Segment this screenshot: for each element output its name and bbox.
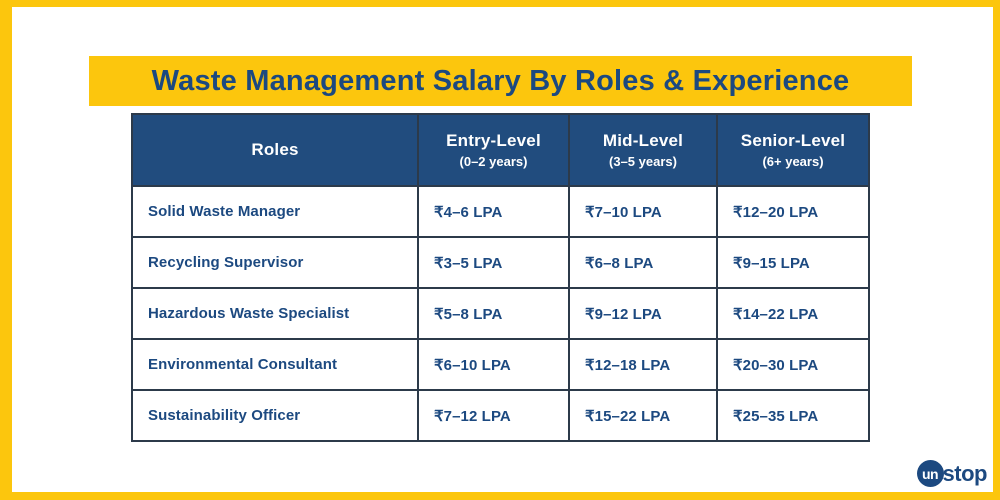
mid-salary-cell: ₹12–18 LPA (568, 338, 718, 391)
role-cell: Environmental Consultant (131, 338, 419, 391)
senior-salary-cell: ₹25–35 LPA (716, 389, 870, 442)
column-header-mid-level: Mid-Level (3–5 years) (568, 113, 718, 187)
entry-salary-cell: ₹4–6 LPA (417, 185, 570, 238)
mid-salary-cell: ₹7–10 LPA (568, 185, 718, 238)
table-row: Environmental Consultant ₹6–10 LPA ₹12–1… (131, 338, 870, 391)
column-header-entry-level: Entry-Level (0–2 years) (417, 113, 570, 187)
header-row: Roles Entry-Level (0–2 years) Mid-Level … (131, 113, 870, 187)
senior-salary-cell: ₹12–20 LPA (716, 185, 870, 238)
unstop-logo-circle: un (916, 460, 944, 487)
mid-salary-cell: ₹9–12 LPA (568, 287, 718, 340)
senior-salary-cell: ₹14–22 LPA (716, 287, 870, 340)
mid-salary-cell: ₹15–22 LPA (568, 389, 718, 442)
senior-salary-cell: ₹9–15 LPA (716, 236, 870, 289)
page-title: Waste Management Salary By Roles & Exper… (151, 64, 850, 97)
entry-salary-cell: ₹7–12 LPA (417, 389, 570, 442)
salary-table: Roles Entry-Level (0–2 years) Mid-Level … (131, 113, 870, 442)
entry-salary-cell: ₹3–5 LPA (417, 236, 570, 289)
table-row: Recycling Supervisor ₹3–5 LPA ₹6–8 LPA ₹… (131, 236, 870, 289)
column-label: Mid-Level (602, 131, 684, 150)
column-label: Entry-Level (446, 131, 541, 150)
table-body: Solid Waste Manager ₹4–6 LPA ₹7–10 LPA ₹… (131, 185, 870, 442)
table-header: Roles Entry-Level (0–2 years) Mid-Level … (131, 113, 870, 187)
content-area: Waste Management Salary By Roles & Exper… (12, 7, 993, 492)
column-sublabel: (0–2 years) (459, 154, 528, 169)
unstop-logo-un: un (921, 465, 939, 482)
entry-salary-cell: ₹5–8 LPA (417, 287, 570, 340)
column-sublabel: (3–5 years) (609, 154, 677, 169)
table-row: Sustainability Officer ₹7–12 LPA ₹15–22 … (131, 389, 870, 442)
column-label: Roles (251, 140, 299, 159)
unstop-logo-stop: stop (942, 461, 988, 486)
column-header-roles: Roles (131, 113, 419, 187)
role-cell: Solid Waste Manager (131, 185, 419, 238)
title-banner: Waste Management Salary By Roles & Exper… (89, 56, 912, 106)
role-cell: Recycling Supervisor (131, 236, 419, 289)
table-row: Hazardous Waste Specialist ₹5–8 LPA ₹9–1… (131, 287, 870, 340)
senior-salary-cell: ₹20–30 LPA (716, 338, 870, 391)
unstop-logo: un stop (916, 460, 988, 487)
column-label: Senior-Level (740, 131, 846, 150)
column-header-senior-level: Senior-Level (6+ years) (716, 113, 870, 187)
entry-salary-cell: ₹6–10 LPA (417, 338, 570, 391)
column-sublabel: (6+ years) (762, 154, 824, 169)
mid-salary-cell: ₹6–8 LPA (568, 236, 718, 289)
role-cell: Sustainability Officer (131, 389, 419, 442)
table-row: Solid Waste Manager ₹4–6 LPA ₹7–10 LPA ₹… (131, 185, 870, 238)
role-cell: Hazardous Waste Specialist (131, 287, 419, 340)
